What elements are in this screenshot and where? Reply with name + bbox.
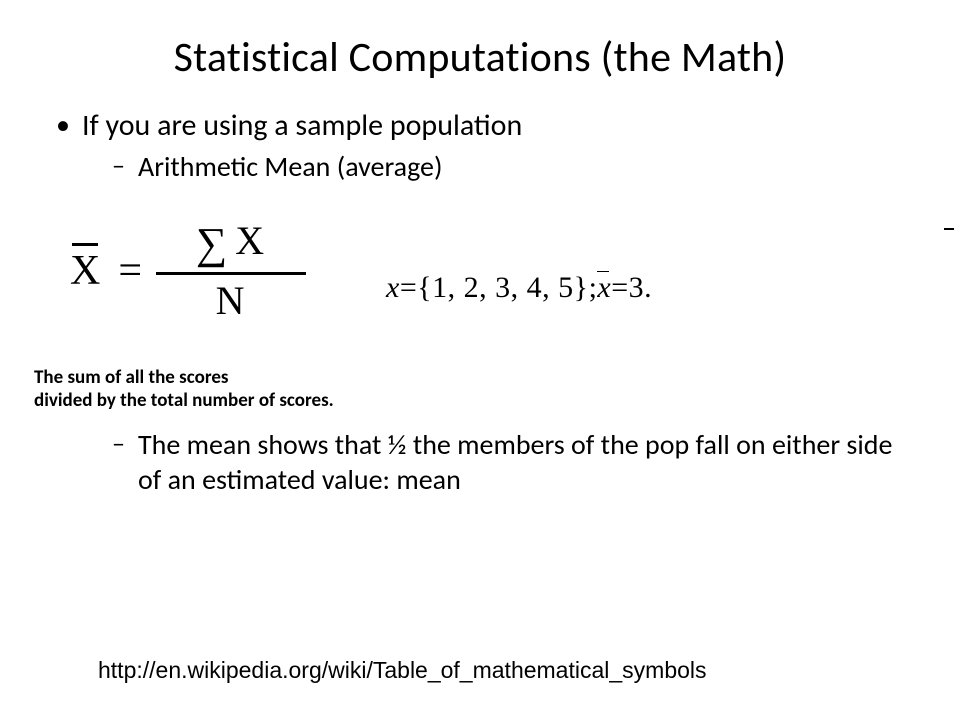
bullet-list-level2a: Arithmetic Mean (average)	[112, 149, 920, 184]
example-var-x: x	[386, 271, 400, 305]
set-values: 1, 2, 3, 4, 5	[432, 271, 574, 305]
fraction: ∑X N	[156, 219, 306, 323]
slide-title: Statistical Computations (the Math)	[40, 32, 920, 83]
equals-sign: =	[118, 247, 142, 295]
set-close: }	[574, 271, 589, 305]
second-sub-bullet-block: The mean shows that ½ the members of the…	[82, 427, 920, 497]
bullet-l2a-item: Arithmetic Mean (average)	[112, 149, 920, 184]
example-overbar	[597, 271, 609, 273]
fraction-bar	[156, 272, 306, 275]
sigma-symbol: ∑	[196, 219, 229, 268]
example-result: 3	[629, 271, 645, 305]
bullet-list-level2b: The mean shows that ½ the members of the…	[112, 427, 920, 497]
x-bar-symbol: X	[70, 247, 100, 295]
decorative-tick	[944, 228, 954, 230]
bullet-l1-text: If you are using a sample population	[82, 107, 522, 144]
example-box: x = {1, 2, 3, 4, 5}; x = 3.	[368, 252, 930, 324]
example-eq2: =	[611, 271, 628, 305]
bullet-l1-item: If you are using a sample population Ari…	[52, 107, 920, 184]
set-open: {	[417, 271, 432, 305]
formula-caption: The sum of all the scores divided by the…	[34, 366, 920, 414]
bullet-l2b-item: The mean shows that ½ the members of the…	[112, 427, 920, 497]
x-bar-letter: X	[70, 248, 100, 294]
example-period: .	[644, 271, 652, 305]
example-xbar: x	[597, 271, 611, 305]
mean-formula-box: X = ∑X N	[30, 196, 346, 346]
fraction-numerator: ∑X	[186, 219, 276, 268]
footer-link: http://en.wikipedia.org/wiki/Table_of_ma…	[98, 657, 707, 684]
example-eq1: =	[400, 271, 417, 305]
fraction-denominator: N	[206, 279, 257, 323]
bullet-l2a-text: Arithmetic Mean (average)	[138, 149, 442, 184]
formula-row: X = ∑X N x = {1, 2, 3, 4, 5}; x = 3.	[40, 192, 920, 372]
slide: Statistical Computations (the Math) If y…	[0, 0, 960, 720]
numerator-var: X	[235, 218, 266, 263]
caption-line2: divided by the total number of scores.	[34, 389, 334, 412]
overbar	[72, 243, 98, 246]
bullet-l2b-text: The mean shows that ½ the members of the…	[138, 427, 892, 497]
example-xbar-letter: x	[597, 271, 611, 304]
bullet-list-level1: If you are using a sample population Ari…	[52, 107, 920, 184]
mean-formula: X = ∑X N	[70, 219, 306, 323]
